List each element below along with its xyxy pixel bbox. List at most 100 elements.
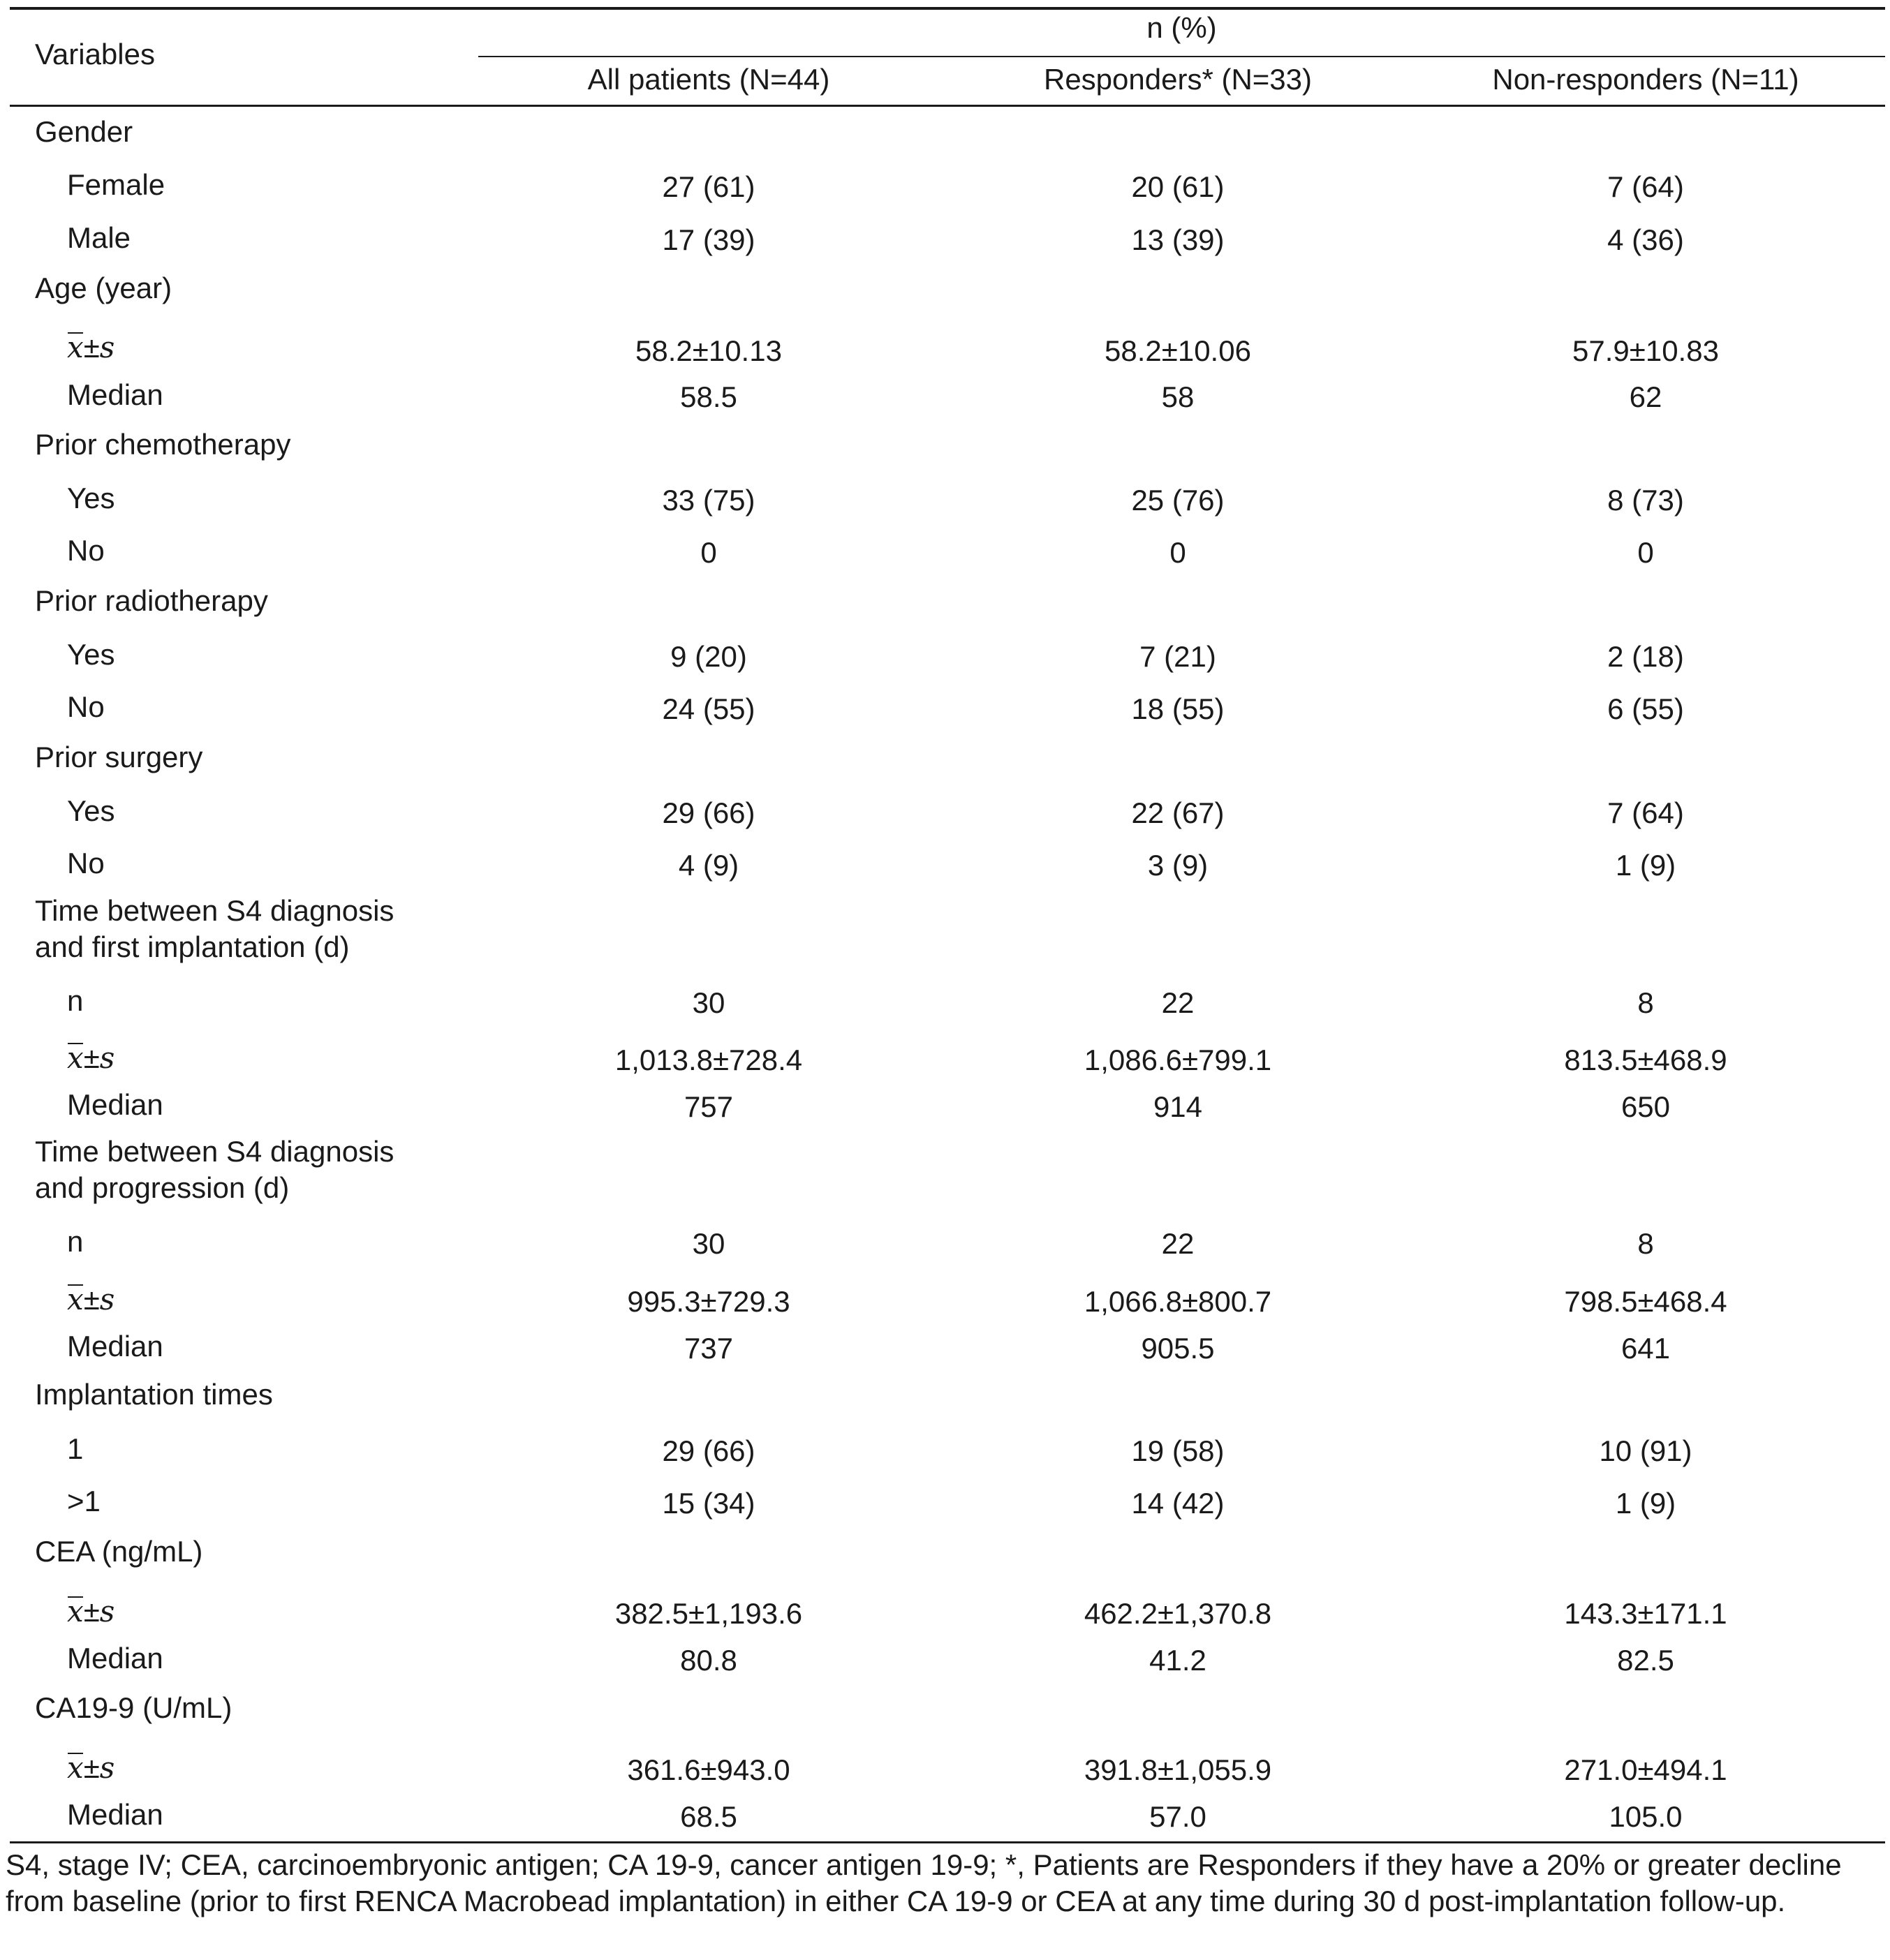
cell-all: 737 [684, 1332, 734, 1365]
cell-all: 30 [692, 1227, 725, 1260]
row-label: No [67, 534, 105, 567]
cell-responders: 22 (67) [1131, 796, 1225, 829]
cell-responders: 58.2±10.06 [1105, 334, 1251, 367]
row-label: Median [67, 1642, 163, 1675]
row-label: No [67, 847, 105, 879]
cell-non-responders: 798.5±468.4 [1564, 1285, 1727, 1318]
cell-all: 58.5 [680, 380, 737, 413]
cell-non-responders: 813.5±468.9 [1564, 1044, 1727, 1076]
cell-non-responders: 650 [1620, 1090, 1671, 1123]
section-title: Implantation times [35, 1378, 273, 1411]
row-label: n [67, 1225, 84, 1258]
row-label: Yes [67, 482, 115, 514]
cell-non-responders: 10 (91) [1599, 1434, 1692, 1467]
cell-all: 0 [700, 536, 717, 569]
row-label: Yes [67, 794, 115, 827]
cell-non-responders: 641 [1620, 1332, 1671, 1365]
cell-non-responders: 105.0 [1609, 1800, 1683, 1833]
column-header-responders: Responders* (N=33) [1043, 63, 1313, 96]
cell-all: 68.5 [680, 1800, 737, 1833]
section-title: and first implantation (d) [35, 930, 350, 963]
cell-non-responders: 7 (64) [1607, 170, 1684, 203]
cell-responders: 18 (55) [1131, 692, 1225, 725]
cell-non-responders: 8 [1637, 986, 1654, 1019]
cell-non-responders: 62 [1629, 380, 1662, 413]
cell-non-responders: 271.0±494.1 [1564, 1753, 1727, 1786]
cell-responders: 1,066.8±800.7 [1084, 1285, 1272, 1318]
cell-responders: 41.2 [1149, 1644, 1206, 1677]
mean-sd-label: x±s [67, 1041, 115, 1075]
cell-non-responders: 8 (73) [1607, 484, 1684, 517]
row-label: >1 [67, 1485, 101, 1517]
row-label: Median [67, 1088, 163, 1121]
cell-non-responders: 6 (55) [1607, 692, 1684, 725]
cell-responders: 3 (9) [1147, 849, 1209, 882]
section-title: CA19-9 (U/mL) [35, 1691, 232, 1724]
cell-non-responders: 0 [1637, 536, 1654, 569]
cell-non-responders: 1 (9) [1615, 1487, 1676, 1520]
cell-all: 29 (66) [662, 1434, 755, 1467]
mean-sd-label: x±s [67, 1282, 115, 1316]
row-label: n [67, 984, 84, 1017]
row-label: Male [67, 221, 131, 254]
cell-non-responders: 82.5 [1617, 1644, 1674, 1677]
cell-non-responders: 143.3±171.1 [1564, 1597, 1727, 1630]
cell-all: 382.5±1,193.6 [614, 1597, 803, 1630]
cell-responders: 14 (42) [1131, 1487, 1225, 1520]
cell-responders: 905.5 [1141, 1332, 1215, 1365]
row-label: 1 [67, 1432, 84, 1465]
cell-responders: 462.2±1,370.8 [1084, 1597, 1272, 1630]
cell-all: 995.3±729.3 [627, 1285, 790, 1318]
section-title: Time between S4 diagnosis [35, 1135, 394, 1168]
row-label: Yes [67, 638, 115, 671]
section-title: and progression (d) [35, 1171, 290, 1204]
cell-responders: 1,086.6±799.1 [1084, 1044, 1272, 1076]
section-title: Age (year) [35, 272, 172, 304]
mean-sd-label: x±s [67, 1594, 115, 1628]
top-rule [10, 7, 1885, 10]
cell-all: 33 (75) [662, 484, 755, 517]
row-label: Median [67, 1330, 163, 1363]
cell-all: 24 (55) [662, 692, 755, 725]
row-label: Median [67, 378, 163, 411]
section-title: Time between S4 diagnosis [35, 894, 394, 927]
cell-responders: 20 (61) [1131, 170, 1225, 203]
group-header: n (%) [1146, 11, 1217, 44]
variables-header: Variables [35, 38, 155, 70]
cell-non-responders: 7 (64) [1607, 796, 1684, 829]
section-title: CEA (ng/mL) [35, 1535, 203, 1568]
column-header-all: All patients (N=44) [587, 63, 830, 96]
cell-responders: 22 [1161, 986, 1195, 1019]
cell-non-responders: 57.9±10.83 [1572, 334, 1719, 367]
section-title: Prior chemotherapy [35, 428, 291, 461]
cell-all: 29 (66) [662, 796, 755, 829]
cell-responders: 58 [1161, 380, 1195, 413]
cell-responders: 22 [1161, 1227, 1195, 1260]
cell-all: 27 (61) [662, 170, 755, 203]
section-title: Prior surgery [35, 741, 203, 773]
cell-non-responders: 2 (18) [1607, 640, 1684, 673]
cell-responders: 914 [1153, 1090, 1203, 1123]
cell-responders: 19 (58) [1131, 1434, 1225, 1467]
mean-sd-label: x±s [67, 1751, 115, 1785]
cell-responders: 391.8±1,055.9 [1084, 1753, 1272, 1786]
cell-all: 15 (34) [662, 1487, 755, 1520]
cell-responders: 57.0 [1149, 1800, 1206, 1833]
cell-non-responders: 8 [1637, 1227, 1654, 1260]
cell-responders: 0 [1169, 536, 1186, 569]
row-label: Median [67, 1798, 163, 1831]
table-footnote: S4, stage IV; CEA, carcinoembryonic anti… [6, 1848, 1842, 1917]
cell-responders: 25 (76) [1131, 484, 1225, 517]
section-title: Prior radiotherapy [35, 584, 268, 617]
row-label: Female [67, 168, 165, 201]
cell-all: 361.6±943.0 [627, 1753, 790, 1786]
column-header-non-responders: Non-responders (N=11) [1492, 63, 1799, 96]
section-title: Gender [35, 115, 133, 148]
header-bottom-rule [10, 105, 1885, 107]
cell-all: 757 [684, 1090, 734, 1123]
cell-non-responders: 4 (36) [1607, 223, 1684, 256]
table-bottom-rule [10, 1841, 1885, 1843]
cell-responders: 7 (21) [1139, 640, 1216, 673]
cell-all: 1,013.8±728.4 [614, 1044, 803, 1076]
mean-sd-label: x±s [67, 330, 115, 364]
